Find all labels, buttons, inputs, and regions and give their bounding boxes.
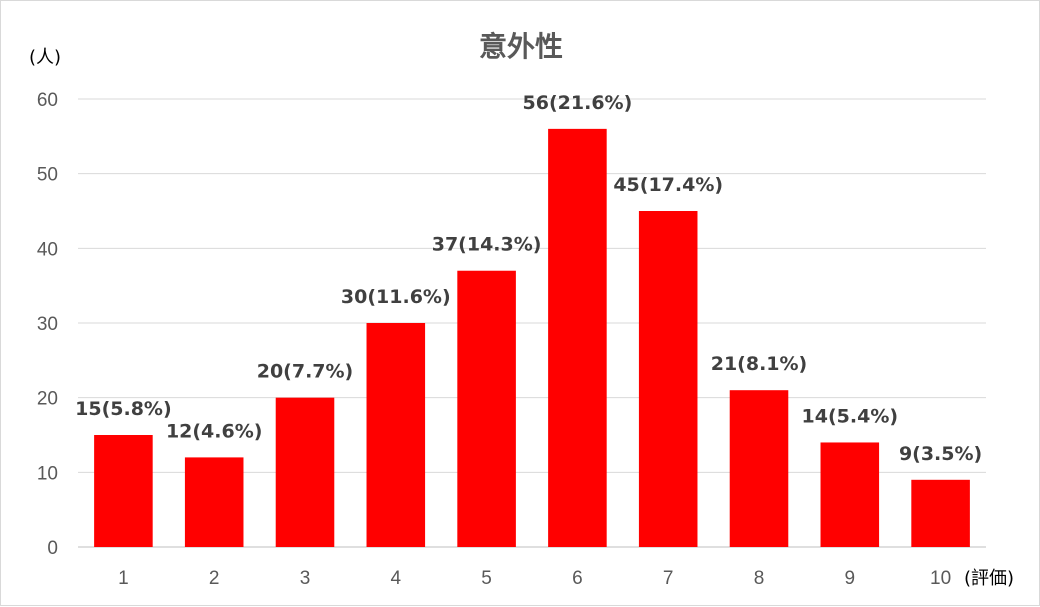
data-labels: 15(5.8%)12(4.6%) 20(7.7%) 30(11.6%) 37(14.3… [75,92,982,465]
bar [275,397,335,547]
y-tick-label: 60 [37,90,58,111]
y-tick-label: 50 [37,165,58,186]
x-tick-label: 10 [930,568,951,589]
data-label: 15(5.8%) [75,398,172,420]
y-tick-label: 10 [37,463,58,484]
data-label: 14(5.4%) [802,405,899,427]
x-tick-label: 8 [754,568,765,589]
y-axis-unit-label: (人) [29,47,61,68]
bar [729,390,789,547]
bar [457,270,516,547]
y-tick-labels: 0 10 20 30 40 50 60 [37,90,58,559]
bar [911,479,970,547]
bar [366,323,426,547]
x-axis-unit-label: (評価) [964,568,1014,589]
bar [184,457,244,547]
bar [94,435,153,547]
data-label: 12(4.6%) [166,420,263,442]
x-tick-label: 9 [845,568,856,589]
x-tick-label: 4 [391,568,402,589]
y-tick-label: 20 [37,389,58,410]
bar [820,442,880,547]
data-label: 30(11.6%) [341,286,451,308]
bar [638,211,698,547]
data-label: 20(7.7%) [257,361,354,383]
bar [548,128,607,547]
data-label: 9(3.5%) [899,443,982,465]
x-tick-label: 1 [118,568,129,589]
data-label: 37(14.3%) [432,234,542,256]
x-tick-labels: 1 2 3 4 5 6 7 8 9 10 [118,568,951,589]
x-tick-label: 3 [300,568,311,589]
bars [94,128,970,547]
data-label: 21(8.1%) [711,353,808,375]
y-tick-label: 30 [37,314,58,335]
x-tick-label: 5 [481,568,492,589]
data-label: 45(17.4%) [613,174,723,196]
chart-title: 意外性 [479,30,563,63]
x-tick-label: 7 [663,568,674,589]
y-tick-label: 40 [37,239,58,260]
x-tick-label: 6 [572,568,583,589]
y-tick-label: 0 [47,538,58,559]
x-tick-label: 2 [209,568,220,589]
data-label: 56(21.6%) [523,92,633,114]
